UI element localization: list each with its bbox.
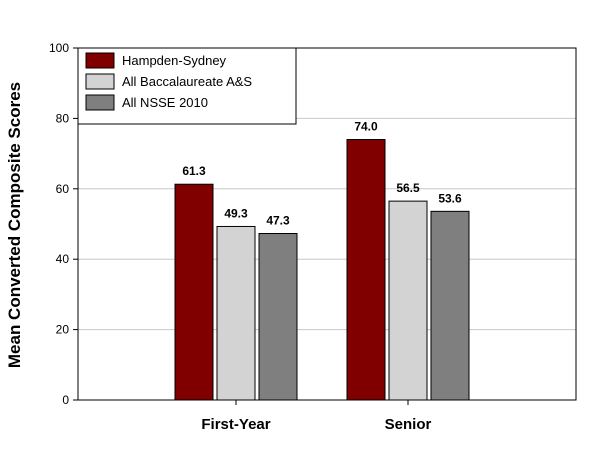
legend: Hampden-Sydney All Baccalaureate A&S All N… [77, 47, 297, 125]
x-category-label: First-Year [201, 416, 270, 433]
y-tick-label: 60 [56, 182, 70, 196]
bar-hampden-sydney-first-year [174, 183, 214, 401]
y-axis-title: Mean Converted Composite Scores [5, 82, 24, 368]
x-axis: First-Year Senior [201, 400, 431, 433]
y-axis: 0 20 40 60 80 100 [49, 41, 78, 407]
gridlines [78, 117, 576, 331]
bar-hampden-sydney-senior [346, 139, 386, 401]
data-label: 53.6 [438, 191, 462, 205]
data-label: 49.3 [224, 206, 248, 220]
y-tick-label: 40 [56, 252, 70, 266]
plot-border [77, 47, 577, 401]
data-label: 61.3 [182, 164, 206, 178]
plot-frame [77, 47, 577, 401]
y-tick-label: 100 [49, 41, 69, 55]
y-tick-label: 80 [56, 111, 70, 125]
bar-all-baccalaureate-a-s-senior [388, 200, 428, 401]
legend-label: All Baccalaureate A&S [122, 74, 252, 89]
legend-swatch [85, 94, 115, 111]
legend-swatch [85, 73, 115, 90]
data-labels: 61.3 49.3 47.3 74.0 56.5 53.6 [182, 120, 462, 228]
data-label: 47.3 [266, 214, 290, 228]
bar-all-nsse-2010-senior [430, 210, 470, 401]
x-category-label: Senior [385, 416, 432, 433]
legend-label: Hampden-Sydney [122, 53, 227, 68]
data-label: 74.0 [354, 120, 378, 134]
bar-all-baccalaureate-a-s-first-year [216, 225, 256, 401]
y-tick-label: 0 [62, 393, 69, 407]
bars [174, 139, 470, 401]
legend-swatch [85, 52, 115, 69]
legend-label: All NSSE 2010 [122, 95, 208, 110]
y-tick-label: 20 [56, 323, 70, 337]
data-label: 56.5 [396, 181, 420, 195]
bar-all-nsse-2010-first-year [258, 233, 298, 401]
